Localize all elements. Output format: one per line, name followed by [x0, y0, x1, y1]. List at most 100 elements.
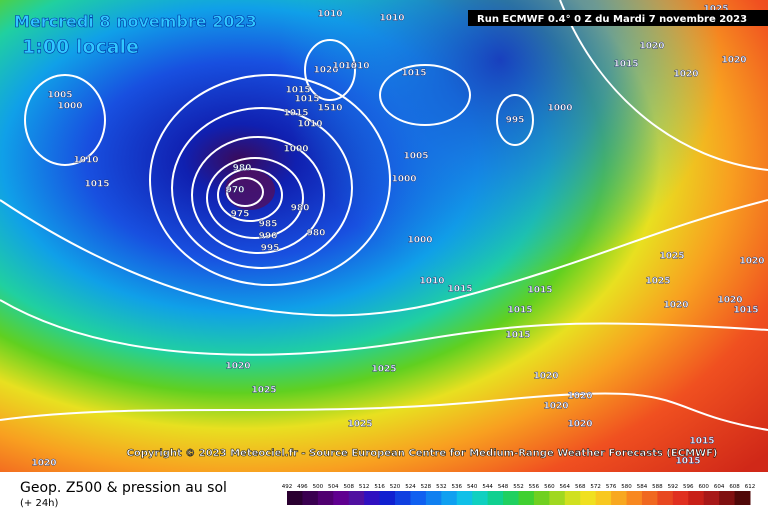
isobar-label: 1000 — [547, 104, 572, 114]
isobar-label: 1015 — [285, 86, 310, 96]
colorbar-label: 512 — [359, 484, 370, 490]
colorbar-cell — [533, 491, 550, 505]
colorbar-label: 516 — [374, 484, 385, 490]
isobar-label: 1020 — [663, 301, 688, 311]
colorbar-cell — [595, 491, 612, 505]
colorbar-label: 596 — [683, 484, 694, 490]
isobar-label: 1015 — [675, 457, 700, 467]
colorbar-cell — [487, 491, 504, 505]
colorbar-cell — [472, 491, 489, 505]
footer-lead: (+ 24h) — [20, 498, 59, 509]
forecast-date: Mercredi 8 novembre 2023 — [14, 12, 257, 31]
colorbar-cell — [410, 491, 427, 505]
colorbar-cell — [564, 491, 581, 505]
colorbar-label: 576 — [606, 484, 617, 490]
isobar-label: 1020 — [567, 420, 592, 430]
colorbar-cell — [719, 491, 736, 505]
colorbar-label: 532 — [436, 484, 447, 490]
isobar-label: 985 — [259, 220, 278, 230]
colorbar-cell — [657, 491, 674, 505]
isobar-label: 1010 — [344, 62, 369, 72]
colorbar-cell — [379, 491, 396, 505]
isobar-label: 1020 — [567, 392, 592, 402]
isobar-label: 1015 — [447, 285, 472, 295]
isobar-label: 1020 — [673, 70, 698, 80]
colorbar-cell — [503, 491, 519, 505]
isobar-label: 1010 — [419, 277, 444, 287]
colorbar-label: 548 — [498, 484, 509, 490]
footer-title: Geop. Z500 & pression au sol — [20, 480, 227, 496]
colorbar-cell — [734, 491, 751, 505]
isobar-label: 1015 — [689, 437, 714, 447]
run-info: Run ECMWF 0.4° 0 Z du Mardi 7 novembre 2… — [477, 14, 747, 25]
colorbar-cell — [672, 491, 689, 505]
colorbar-label: 540 — [467, 484, 478, 490]
isobar-label: 975 — [231, 210, 250, 220]
isobar-label: 1010 — [297, 120, 322, 130]
isobar-label: 1025 — [371, 365, 396, 375]
colorbar-cell — [641, 491, 658, 505]
colorbar-cell — [441, 491, 458, 505]
isobar-label: 1025 — [645, 277, 670, 287]
colorbar-cell — [626, 491, 643, 505]
run-banner — [468, 10, 768, 26]
isobar-label: 1020 — [717, 296, 742, 306]
isobar-label: 995 — [506, 116, 525, 126]
colorbar-label: 592 — [668, 484, 679, 490]
colorbar-cell — [688, 491, 705, 505]
geopotential-field — [0, 0, 768, 472]
colorbar-label: 508 — [343, 484, 354, 490]
copyright: Copyright © 2023 Meteociel.fr - Source E… — [127, 448, 718, 459]
isobar-label: 1015 — [613, 60, 638, 70]
isobar-label: 1005 — [47, 91, 72, 101]
isobar-label: 1025 — [703, 5, 728, 15]
isobar-label: 1510 — [317, 104, 342, 114]
colorbar-cell — [549, 491, 566, 505]
isobar-label: 1020 — [225, 362, 250, 372]
colorbar-cell — [302, 491, 319, 505]
colorbar-label: 504 — [328, 484, 339, 490]
isobar-label: 1015 — [84, 180, 109, 190]
isobar-label: 1005 — [403, 152, 428, 162]
colorbar-label: 564 — [560, 484, 571, 490]
colorbar-label: 560 — [544, 484, 555, 490]
isobar-label: 1015 — [505, 331, 530, 341]
isobar-label: 1010 — [379, 14, 404, 24]
isobar-label: 1025 — [251, 386, 276, 396]
colorbar-cell — [456, 491, 473, 505]
isobar-label: 1020 — [533, 372, 558, 382]
isobar-label: 980 — [291, 204, 310, 214]
isobar-label: 1020 — [543, 402, 568, 412]
isobar-label: 1015 — [507, 306, 532, 316]
isobar-label: 1000 — [283, 145, 308, 155]
forecast-time: 1:00 locale — [22, 36, 139, 58]
isobar-label: 1000 — [407, 236, 432, 246]
isobar-label: 1015 — [733, 306, 758, 316]
colorbar-label: 584 — [637, 484, 648, 490]
colorbar-label: 552 — [513, 484, 524, 490]
isobar-label: 1015 — [294, 95, 319, 105]
colorbar-label: 600 — [698, 484, 709, 490]
isobar-label: 980 — [233, 164, 252, 174]
colorbar-cell — [395, 491, 411, 505]
isobar-label: 1010 — [73, 156, 98, 166]
colorbar-label: 588 — [652, 484, 663, 490]
isobar-label: 995 — [261, 244, 280, 254]
colorbar-label: 528 — [421, 484, 432, 490]
isobar-label: 1015 — [527, 286, 552, 296]
colorbar-cell — [425, 491, 442, 505]
colorbar-cell — [333, 491, 350, 505]
colorbar-label: 536 — [452, 484, 463, 490]
colorbar-label: 520 — [390, 484, 401, 490]
colorbar-label: 604 — [714, 484, 725, 490]
isobar-label: 1025 — [347, 420, 372, 430]
colorbar-label: 580 — [621, 484, 632, 490]
colorbar-cell — [518, 491, 535, 505]
isobar-label: 1000 — [57, 102, 82, 112]
colorbar-cell — [287, 491, 303, 505]
isobar-label: 1020 — [313, 66, 338, 76]
isobar-label: 1025 — [659, 252, 684, 262]
colorbar-cell — [348, 491, 365, 505]
isobar-label: 1020 — [31, 459, 56, 469]
